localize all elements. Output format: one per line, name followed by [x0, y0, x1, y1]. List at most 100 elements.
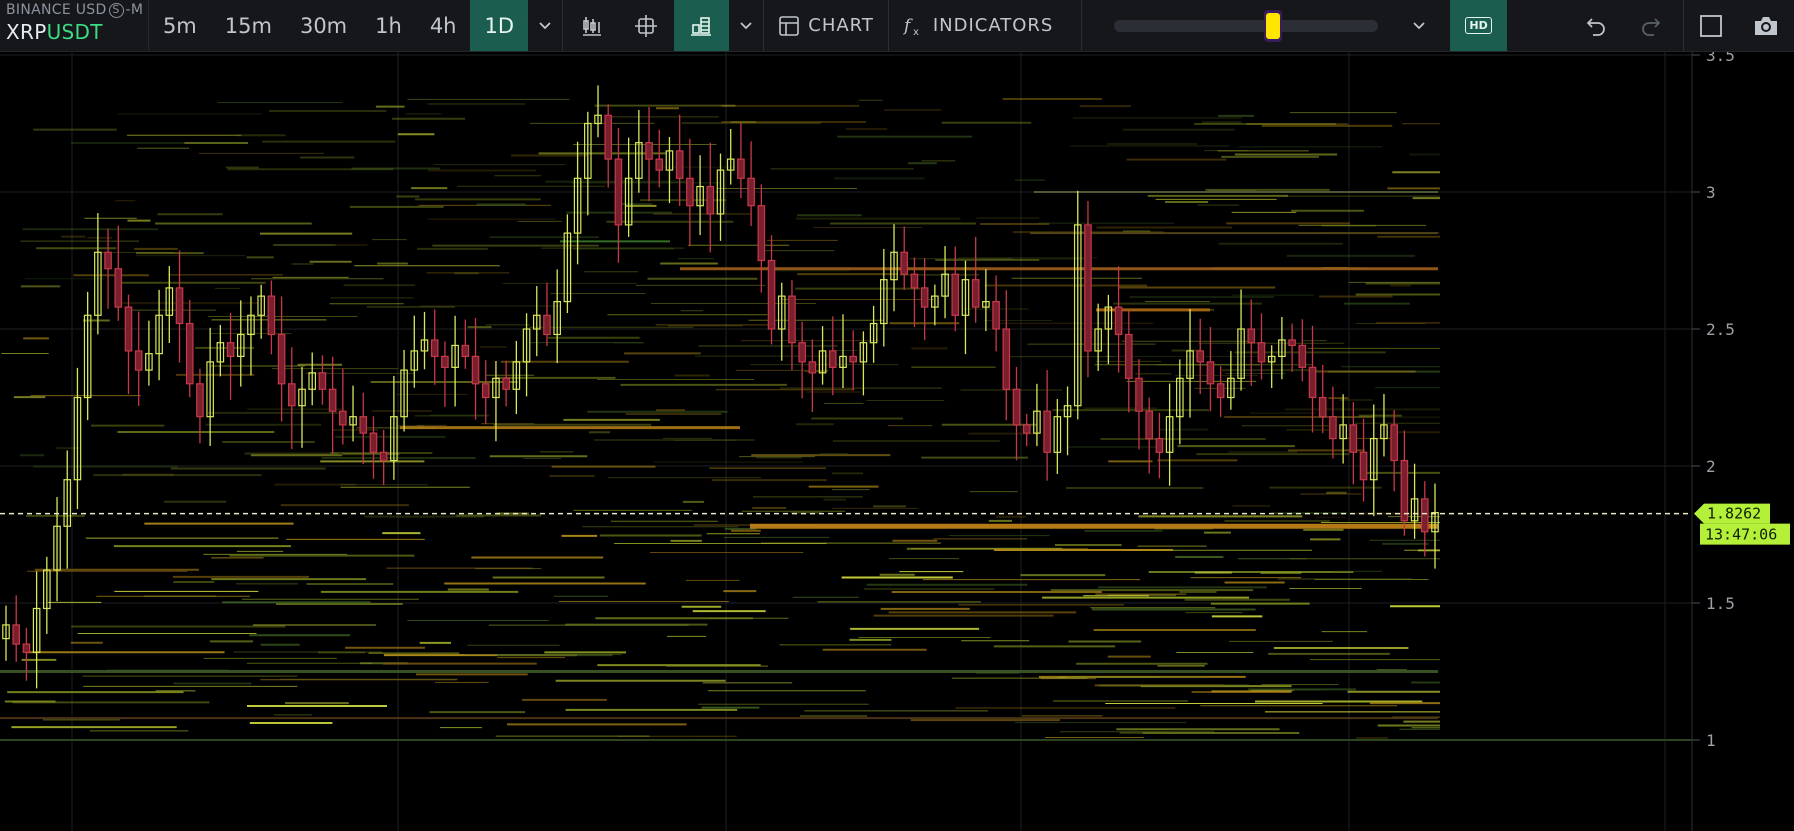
- candle-body: [114, 268, 123, 308]
- candle-body: [1359, 451, 1368, 481]
- candle-body: [2, 624, 10, 640]
- candle-body: [1155, 438, 1164, 453]
- candle-body: [1043, 410, 1051, 453]
- candle-body: [1073, 224, 1082, 407]
- candle-body: [747, 177, 755, 207]
- candle-body: [798, 342, 806, 363]
- candle-body: [400, 369, 408, 418]
- price-chart[interactable]: 3.5 3 2.5 2 1.5 1 1.8262 13:47:06: [0, 52, 1794, 831]
- timeframe-5m[interactable]: 5m: [162, 13, 197, 38]
- candle-body: [1176, 377, 1184, 418]
- candle-body: [83, 314, 92, 399]
- timeframe-1d[interactable]: 1D: [470, 0, 529, 51]
- candle-body: [359, 416, 368, 434]
- candle-body: [451, 344, 459, 368]
- candle-body: [1033, 410, 1041, 434]
- candle-body: [1278, 339, 1286, 357]
- crosshair-icon: [635, 14, 658, 37]
- timeframe-more-button[interactable]: [528, 0, 562, 51]
- price-axis-label: 1: [1706, 731, 1716, 750]
- candle-body: [216, 342, 225, 363]
- candle-body: [563, 232, 572, 303]
- candle-body: [1329, 416, 1337, 440]
- slider-thumb[interactable]: [1265, 12, 1280, 39]
- camera-icon: [1755, 16, 1778, 35]
- candle-body: [1216, 383, 1225, 399]
- candle-body: [900, 251, 909, 275]
- candle-body: [22, 643, 31, 653]
- price-axis[interactable]: 3.5 3 2.5 2 1.5 1: [1692, 52, 1735, 750]
- candle-body: [1257, 342, 1266, 363]
- candle-countdown: 13:47:06: [1705, 526, 1777, 544]
- candle-body: [1339, 424, 1347, 440]
- heatmap-intensity-slider[interactable]: [1082, 0, 1398, 51]
- candle-body: [1053, 416, 1062, 453]
- candle-body: [777, 295, 786, 330]
- candle-body: [849, 355, 857, 363]
- candle-body: [614, 158, 623, 226]
- exchange-badge: S: [108, 2, 124, 18]
- candle-body: [839, 355, 847, 368]
- indicators-button-label: INDICATORS: [932, 15, 1054, 36]
- candle-body: [349, 416, 357, 426]
- candle-body: [185, 322, 194, 385]
- candle-body: [236, 333, 245, 358]
- candle-body: [1145, 410, 1154, 440]
- candles-button[interactable]: [563, 0, 618, 51]
- candle-body: [788, 295, 796, 344]
- candle-body: [532, 314, 541, 330]
- candle-body: [1012, 388, 1021, 426]
- chart-type-more-button[interactable]: [729, 0, 763, 51]
- candle-body: [1196, 350, 1205, 363]
- candle-body: [298, 388, 306, 407]
- candle-body: [206, 361, 214, 418]
- hd-toggle-button[interactable]: HD: [1449, 0, 1508, 51]
- candle-body: [226, 342, 235, 358]
- screenshot-button[interactable]: [1739, 0, 1794, 51]
- price-axis-label: 3.5: [1706, 52, 1735, 65]
- slider-options-button[interactable]: [1402, 0, 1436, 51]
- candle-body: [543, 314, 551, 336]
- candle-body: [1135, 377, 1143, 412]
- candle-body: [584, 122, 592, 179]
- candle-body: [880, 279, 888, 325]
- timeframe-15m[interactable]: 15m: [224, 13, 272, 38]
- candle-body: [522, 328, 531, 363]
- timeframe-1h[interactable]: 1h: [375, 13, 402, 38]
- candle-body: [920, 287, 929, 308]
- orderbook-heatmap: [0, 97, 1692, 741]
- timeframe-4h[interactable]: 4h: [429, 13, 457, 38]
- candle-body: [420, 339, 429, 352]
- candle-body: [951, 273, 960, 316]
- candle-body: [869, 322, 878, 344]
- symbol-selector[interactable]: BINANCE USD S -M XRPUSDT: [0, 0, 149, 51]
- candle-body: [430, 339, 439, 357]
- fullscreen-button[interactable]: [1684, 0, 1739, 51]
- orderbook-heatmap-button[interactable]: [673, 0, 730, 51]
- timeframe-30m[interactable]: 30m: [299, 13, 348, 38]
- candle-body: [461, 344, 470, 358]
- candle-body: [696, 185, 704, 207]
- redo-icon: [1642, 17, 1661, 36]
- candle-body: [318, 372, 327, 390]
- candle-body: [1084, 224, 1092, 352]
- candle-body: [655, 158, 664, 171]
- candle-body: [1318, 396, 1327, 418]
- candle-body: [686, 177, 694, 207]
- candle-body: [277, 333, 286, 385]
- candle-body: [512, 361, 521, 390]
- crosshair-button[interactable]: [619, 0, 674, 51]
- pair-name: XRPUSDT: [6, 20, 103, 44]
- redo-button[interactable]: [1623, 0, 1678, 51]
- slider-track[interactable]: [1114, 9, 1379, 42]
- candle-body: [941, 273, 949, 297]
- undo-button[interactable]: [1568, 0, 1623, 51]
- candle-body: [1186, 350, 1194, 379]
- candle-body: [1094, 328, 1102, 352]
- candle-body: [757, 205, 766, 262]
- chart-button[interactable]: CHART: [764, 0, 888, 51]
- candle-body: [1410, 498, 1419, 522]
- candle-body: [481, 383, 490, 399]
